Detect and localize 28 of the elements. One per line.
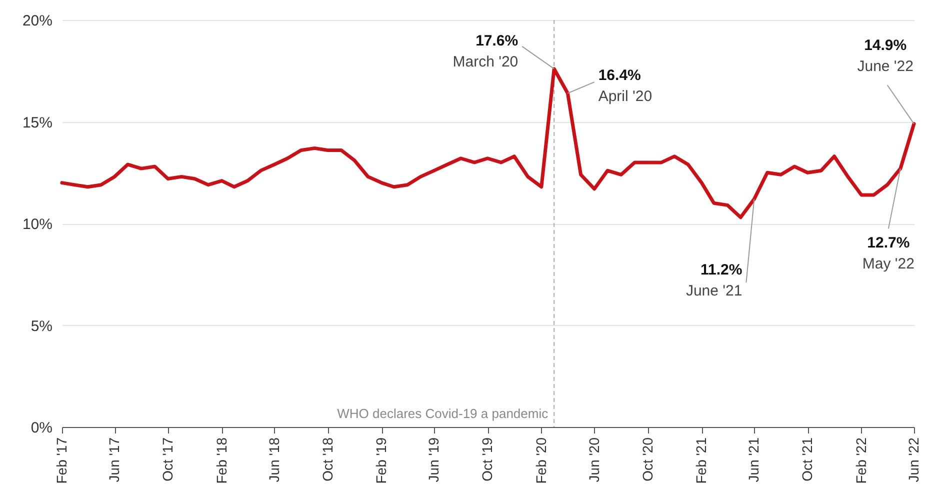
y-tick-label: 0% — [30, 420, 52, 436]
x-tick-label: Jun '21 — [746, 437, 762, 482]
annotation: 14.9% June '22 — [857, 37, 914, 76]
x-tick-label: Feb '18 — [213, 437, 230, 484]
y-tick-label: 15% — [22, 114, 52, 132]
x-tick-label: Jun '18 — [266, 437, 282, 482]
x-tick-label: Jun '17 — [106, 437, 122, 482]
x-tick-label: Jun '19 — [426, 437, 442, 482]
x-tick-label: Feb '22 — [852, 437, 869, 484]
x-tick-label: Feb '19 — [373, 437, 390, 484]
x-tick-label: Jun '20 — [586, 437, 602, 482]
x-tick-label: Oct '21 — [799, 437, 816, 482]
annotation: 16.4% April '20 — [598, 67, 652, 106]
x-tick-label: Oct '17 — [159, 437, 176, 482]
ref-line-label: WHO declares Covid-19 a pandemic — [337, 406, 549, 421]
x-tick-label: Feb '21 — [693, 437, 710, 484]
y-tick-label: 20% — [22, 12, 52, 30]
x-tick-label: Feb '20 — [532, 437, 549, 484]
annotation: 12.7% May '22 — [862, 234, 914, 273]
y-tick-label: 10% — [22, 216, 52, 233]
x-tick-label: Feb '17 — [54, 437, 70, 484]
x-tick-label: Oct '19 — [479, 437, 496, 482]
x-tick-label: Jun '22 — [906, 437, 922, 482]
x-tick-label: Oct '20 — [639, 437, 656, 482]
x-tick-label: Oct '18 — [319, 437, 336, 482]
annotation: 17.6% March '20 — [452, 32, 518, 70]
annotation: 11.2% June '21 — [686, 262, 742, 300]
y-tick-label: 5% — [30, 318, 52, 335]
